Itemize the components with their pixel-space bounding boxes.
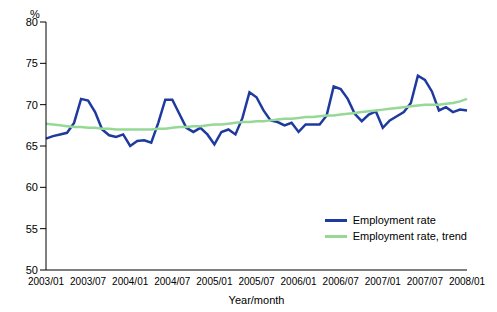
svg-text:50: 50: [26, 264, 38, 276]
svg-text:2007/07: 2007/07: [407, 276, 444, 287]
svg-text:2006/01: 2006/01: [281, 276, 318, 287]
html-text:Employment rate, trend: Employment rate, trend: [352, 230, 467, 242]
html-text:Employment rate: Employment rate: [352, 214, 436, 226]
svg-text:2004/01: 2004/01: [112, 276, 149, 287]
svg-text:2006/07: 2006/07: [323, 276, 360, 287]
svg-text:2003/01: 2003/01: [28, 276, 65, 287]
svg-text:2005/07: 2005/07: [238, 276, 275, 287]
svg-text:2005/01: 2005/01: [196, 276, 233, 287]
svg-text:2003/07: 2003/07: [70, 276, 107, 287]
svg-text:2007/01: 2007/01: [365, 276, 402, 287]
svg-text:2004/07: 2004/07: [154, 276, 191, 287]
svg-text:60: 60: [26, 181, 38, 193]
svg-text:75: 75: [26, 57, 38, 69]
svg-text:70: 70: [26, 99, 38, 111]
svg-text:2008/01: 2008/01: [449, 276, 486, 287]
svg-text:80: 80: [26, 16, 38, 28]
svg-text:65: 65: [26, 140, 38, 152]
svg-text:Year/month: Year/month: [229, 294, 285, 304]
svg-text:55: 55: [26, 223, 38, 235]
